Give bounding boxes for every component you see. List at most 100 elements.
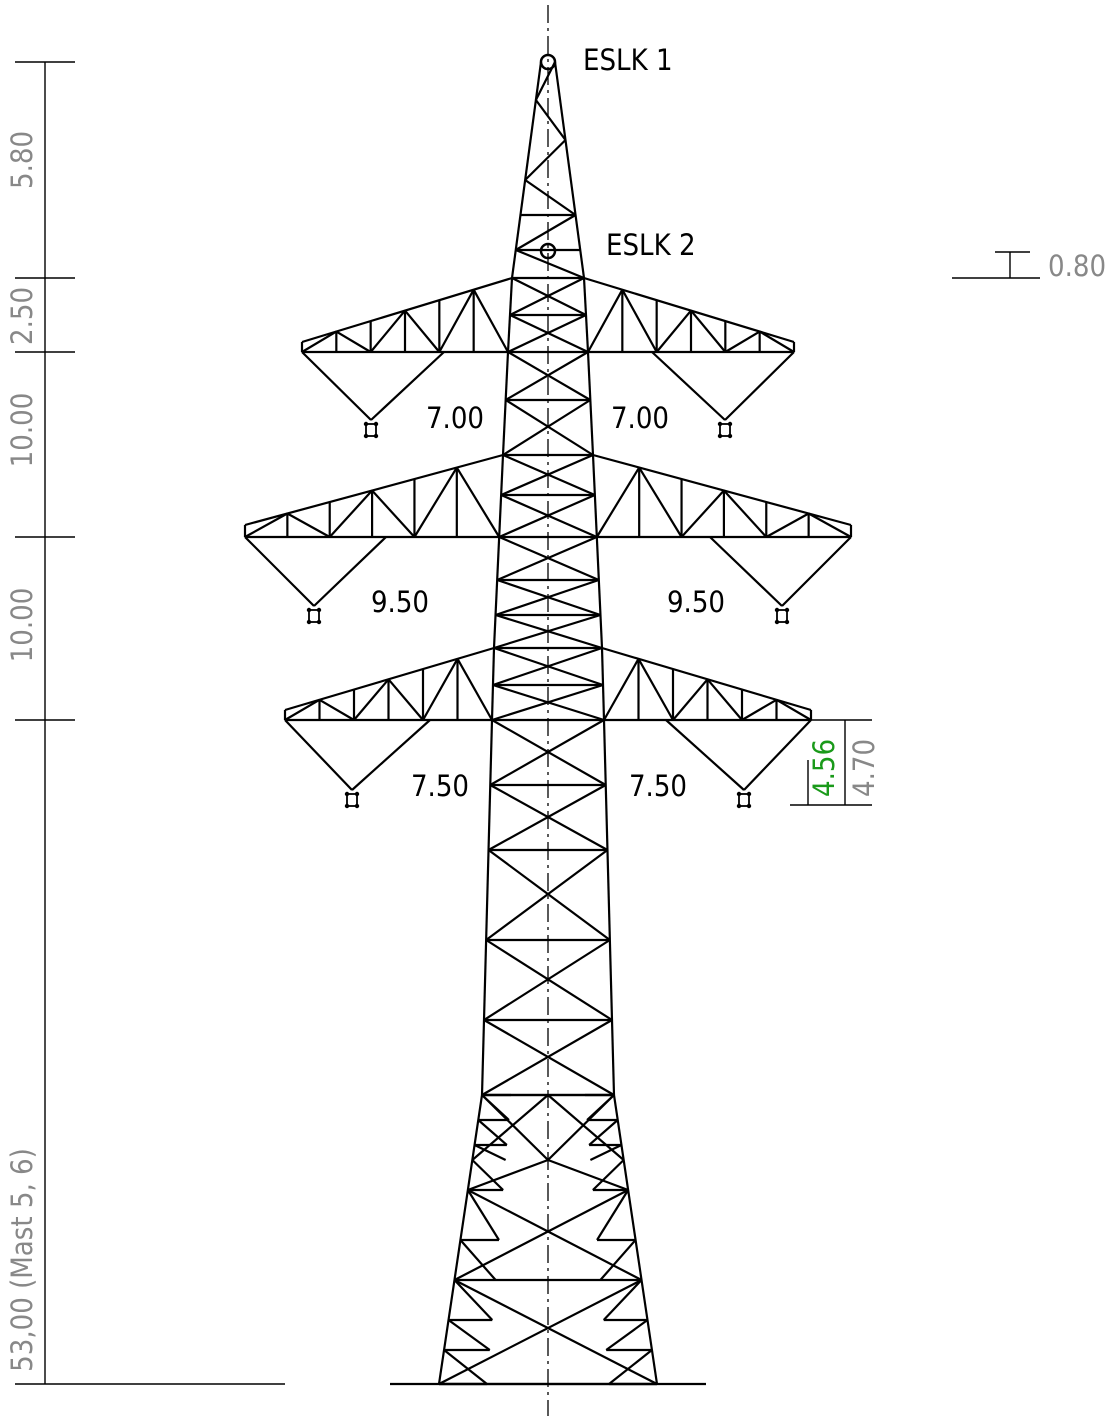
insulator-string: [744, 720, 811, 790]
member: [508, 352, 590, 400]
member: [336, 332, 370, 352]
member: [454, 1280, 492, 1320]
offset-label: 0.80: [1048, 249, 1106, 283]
tower-drawing: 5.80 2.50 10.00 10.00 53,00 (Mast 5, 6) …: [0, 0, 1109, 1418]
member: [245, 514, 287, 537]
member: [486, 850, 607, 940]
arm-width: 7.00: [611, 401, 669, 435]
clamp-point: [747, 792, 751, 796]
clamp-point: [728, 434, 732, 438]
clamp-point: [364, 434, 368, 438]
member: [742, 700, 777, 720]
clamp-point: [737, 804, 741, 808]
member: [604, 1280, 642, 1320]
insulator-string: [782, 537, 851, 606]
member: [489, 850, 610, 940]
clamp-point: [785, 620, 789, 624]
member: [454, 1190, 628, 1280]
member: [725, 332, 759, 352]
leg: [593, 455, 602, 648]
clamp-point: [747, 804, 751, 808]
member: [474, 290, 508, 352]
clamp-point: [364, 422, 368, 426]
leg: [555, 62, 584, 278]
member: [457, 468, 499, 537]
leg: [482, 720, 492, 1095]
member: [449, 1320, 490, 1350]
clamp-point: [345, 804, 349, 808]
clamp-point: [374, 422, 378, 426]
arm-width: 7.00: [426, 401, 484, 435]
member: [682, 491, 724, 537]
member: [777, 700, 812, 720]
clamp-point: [718, 422, 722, 426]
height-dimension: [15, 62, 285, 1384]
height-dim: 10.00: [5, 393, 39, 468]
member: [604, 659, 639, 720]
member: [516, 250, 584, 278]
clamp-point: [775, 608, 779, 612]
member: [468, 1190, 642, 1280]
leg: [588, 352, 593, 455]
clamp-point: [718, 434, 722, 438]
member: [506, 400, 593, 455]
member: [372, 491, 414, 537]
clamp-point: [345, 792, 349, 796]
member: [405, 311, 439, 352]
member: [389, 679, 424, 720]
member: [506, 352, 588, 400]
member: [320, 700, 355, 720]
clamp-point: [307, 620, 311, 624]
arm-width: 9.50: [667, 585, 725, 619]
arm-width: 7.50: [411, 769, 469, 803]
member: [587, 1095, 614, 1120]
member: [657, 311, 691, 352]
conductor-clamp: [739, 794, 749, 806]
clamp-point: [317, 620, 321, 624]
clamp-point: [785, 608, 789, 612]
conductor-clamp: [777, 610, 787, 622]
clamp-point: [355, 804, 359, 808]
insulator-string: [245, 537, 314, 606]
member: [606, 1320, 647, 1350]
member: [302, 332, 336, 352]
member: [809, 514, 851, 537]
clamp-point: [355, 792, 359, 796]
height-dim: 2.50: [5, 287, 39, 345]
member: [484, 940, 610, 1020]
member: [525, 180, 575, 215]
clamp-point: [317, 608, 321, 612]
member: [590, 1145, 621, 1160]
total-height: 53,00 (Mast 5, 6): [5, 1148, 39, 1372]
clamp-point: [307, 608, 311, 612]
arm-width: 7.50: [629, 769, 687, 803]
member: [458, 659, 493, 720]
conductor-clamp: [720, 424, 730, 436]
member: [588, 290, 622, 352]
member: [482, 1095, 509, 1120]
conductor-clamp: [347, 794, 357, 806]
member: [724, 491, 766, 537]
arm-width: 9.50: [371, 585, 429, 619]
clearance-reference: 4.70: [847, 739, 881, 797]
member: [766, 514, 808, 537]
clamp-point: [374, 434, 378, 438]
clamp-point: [728, 422, 732, 426]
clearance-value: 4.56: [807, 739, 841, 797]
earth-wire-label: ESLK 1: [583, 43, 673, 77]
leg: [503, 352, 508, 455]
leg: [494, 455, 503, 648]
insulator-string: [725, 352, 794, 420]
clamp-point: [775, 620, 779, 624]
member: [285, 700, 320, 720]
earth-wire-label: ESLK 2: [606, 228, 696, 262]
member: [468, 1160, 548, 1190]
conductor-clamp: [366, 424, 376, 436]
member: [760, 332, 794, 352]
member: [503, 400, 590, 455]
height-dim: 5.80: [5, 131, 39, 189]
member: [486, 940, 612, 1020]
member: [475, 1145, 506, 1160]
member: [287, 514, 329, 537]
conductor-clamp: [309, 610, 319, 622]
